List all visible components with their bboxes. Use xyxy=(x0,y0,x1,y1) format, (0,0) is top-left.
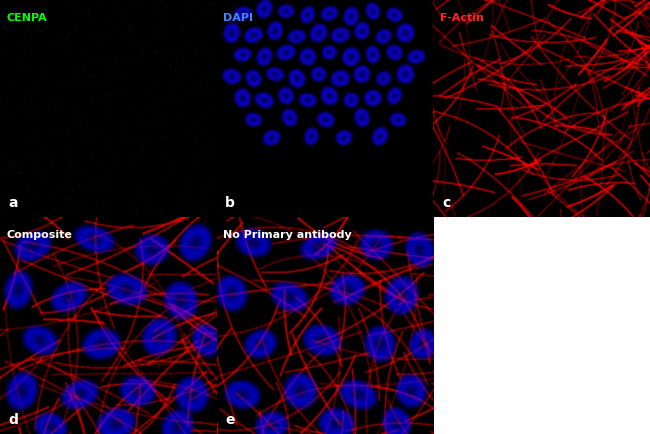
Text: d: d xyxy=(8,414,19,427)
Text: b: b xyxy=(226,197,235,210)
Text: No Primary antibody: No Primary antibody xyxy=(223,230,352,240)
Text: F-Actin: F-Actin xyxy=(440,13,484,23)
Text: DAPI: DAPI xyxy=(223,13,253,23)
Text: e: e xyxy=(226,414,235,427)
Text: c: c xyxy=(442,197,450,210)
Text: a: a xyxy=(8,197,18,210)
Text: Composite: Composite xyxy=(6,230,72,240)
Text: CENPA: CENPA xyxy=(6,13,47,23)
